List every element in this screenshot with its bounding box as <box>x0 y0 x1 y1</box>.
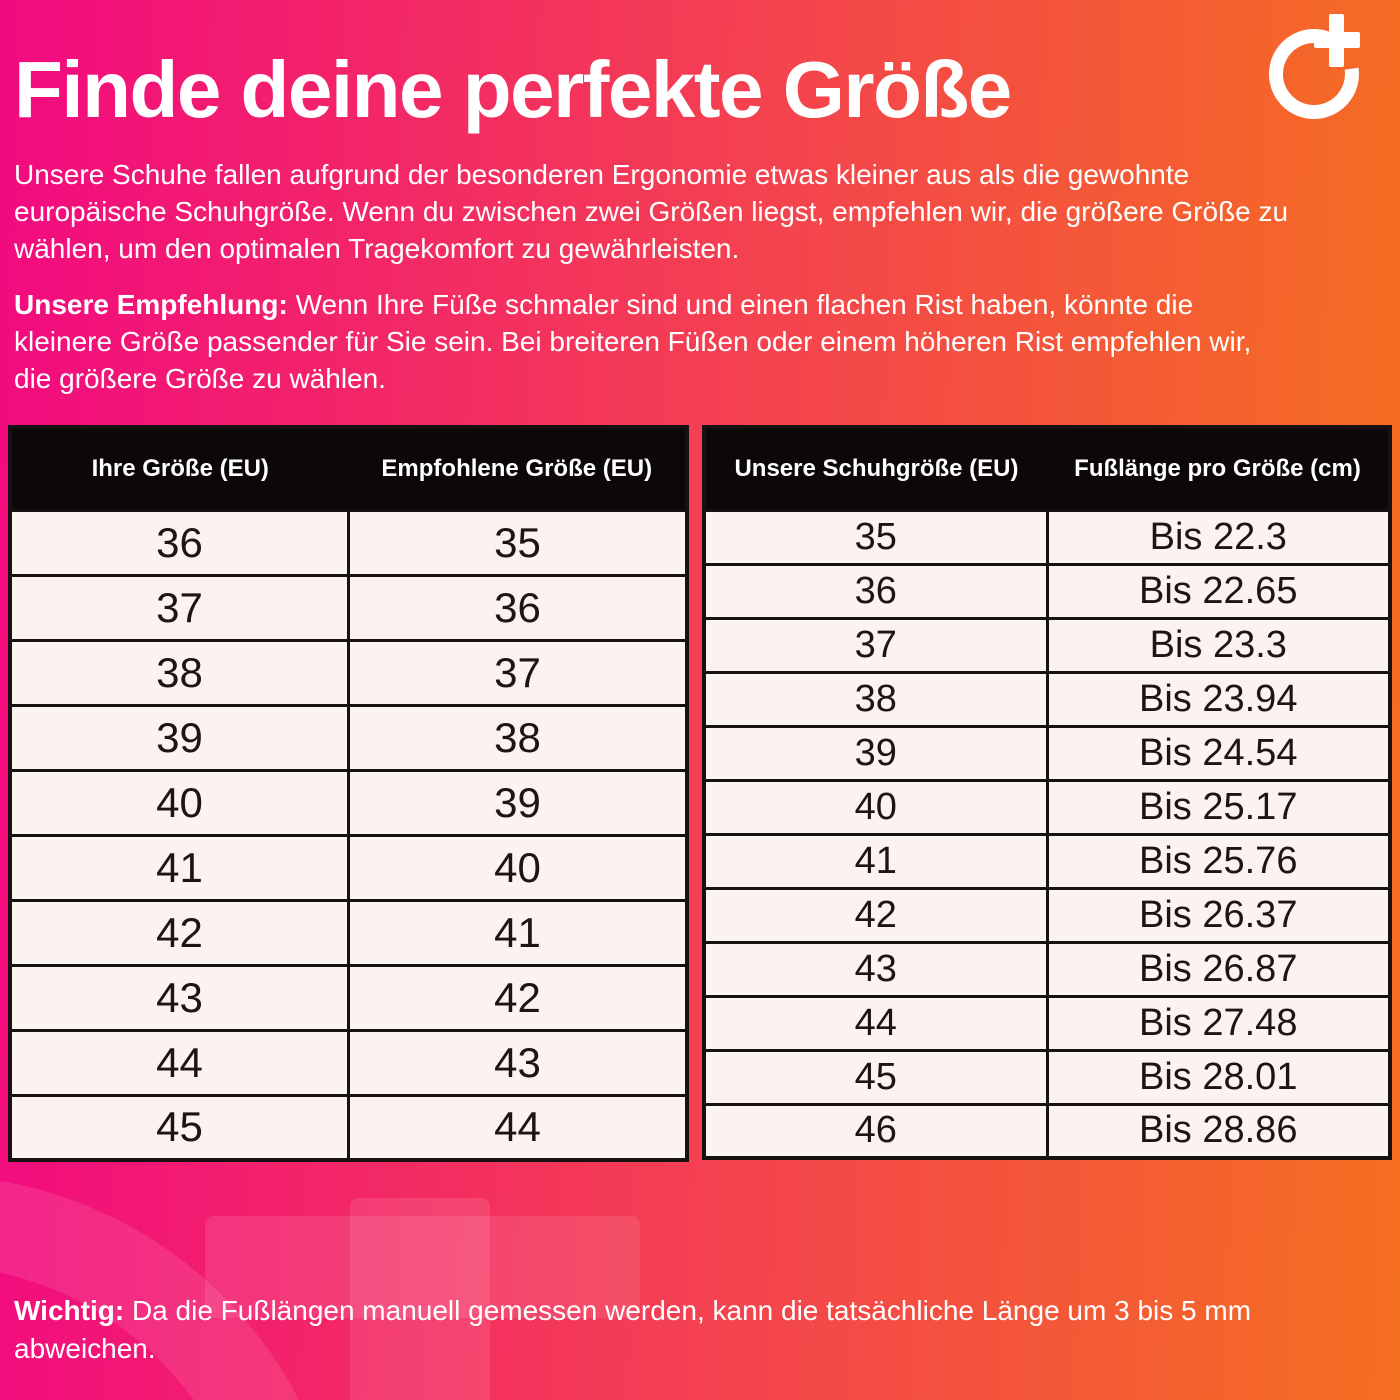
table-cell: Bis 23.94 <box>1045 670 1392 728</box>
table-cell: 43 <box>8 963 350 1032</box>
table-cell: 45 <box>702 1048 1049 1106</box>
page-title: Finde deine perfekte Größe <box>14 45 1012 134</box>
table-cell: 35 <box>702 508 1049 566</box>
table-row: 35 Bis 22.3 <box>702 508 1392 566</box>
table-row: 36 Bis 22.65 <box>702 562 1392 620</box>
table-row: 40 39 <box>8 768 689 837</box>
table-cell: 35 <box>347 508 689 577</box>
table-cell: 43 <box>347 1028 689 1097</box>
table-cell: Bis 24.54 <box>1045 724 1392 782</box>
table-row: 41 Bis 25.76 <box>702 832 1392 890</box>
size-conversion-table-body: 36 35 37 36 38 37 39 38 40 39 41 40 42 41 43 42 44 43 45 44 <box>8 508 689 1162</box>
table-cell: 36 <box>8 508 350 577</box>
column-header-recommended-size: Empfohlene Größe (EU) <box>348 427 687 510</box>
table-cell: 40 <box>347 833 689 902</box>
column-header-your-size: Ihre Größe (EU) <box>10 427 349 510</box>
table-header-row: Unsere Schuhgröße (EU) Fußlänge pro Größ… <box>704 427 1390 510</box>
table-cell: Bis 26.37 <box>1045 886 1392 944</box>
intro-paragraph: Unsere Schuhe fallen aufgrund der besond… <box>14 159 1289 264</box>
table-cell: 40 <box>8 768 350 837</box>
table-cell: Bis 28.86 <box>1045 1102 1392 1160</box>
table-row: 36 35 <box>8 508 689 577</box>
table-row: 42 Bis 26.37 <box>702 886 1392 944</box>
table-cell: 37 <box>702 616 1049 674</box>
table-cell: Bis 27.48 <box>1045 994 1392 1052</box>
table-cell: 42 <box>8 898 350 967</box>
table-cell: 40 <box>702 778 1049 836</box>
size-conversion-table-header: Ihre Größe (EU) Empfohlene Größe (EU) <box>10 427 687 510</box>
table-cell: Bis 22.65 <box>1045 562 1392 620</box>
footer-note-text: Da die Fußlängen manuell gemessen werden… <box>14 1295 1252 1364</box>
table-cell: 36 <box>702 562 1049 620</box>
table-cell: 41 <box>347 898 689 967</box>
foot-length-table-header: Unsere Schuhgröße (EU) Fußlänge pro Größ… <box>704 427 1390 510</box>
table-cell: 39 <box>8 703 350 772</box>
footer-note-label: Wichtig: <box>14 1295 125 1326</box>
table-cell: 43 <box>702 940 1049 998</box>
table-row: 45 44 <box>8 1093 689 1162</box>
table-row: 38 Bis 23.94 <box>702 670 1392 728</box>
table-cell: 44 <box>8 1028 350 1097</box>
table-cell: Bis 25.76 <box>1045 832 1392 890</box>
table-cell: 39 <box>347 768 689 837</box>
table-cell: 37 <box>8 573 350 642</box>
table-cell: 44 <box>702 994 1049 1052</box>
recommendation-label: Unsere Empfehlung: <box>14 289 288 320</box>
recommendation-text: Wenn Ihre Füße schmaler sind und einen f… <box>14 289 1252 394</box>
foot-length-table-body: 35 Bis 22.3 36 Bis 22.65 37 Bis 23.3 38 Bis 23.… <box>702 508 1392 1160</box>
footer-note: Wichtig: Da die Fußlängen manuell gemess… <box>14 1292 1314 1368</box>
table-row: 39 38 <box>8 703 689 772</box>
table-row: 42 41 <box>8 898 689 967</box>
table-row: 37 36 <box>8 573 689 642</box>
table-row: 44 Bis 27.48 <box>702 994 1392 1052</box>
table-cell: 41 <box>702 832 1049 890</box>
table-row: 40 Bis 25.17 <box>702 778 1392 836</box>
table-cell: 41 <box>8 833 350 902</box>
table-cell: Bis 28.01 <box>1045 1048 1392 1106</box>
table-cell: 38 <box>702 670 1049 728</box>
table-row: 38 37 <box>8 638 689 707</box>
table-row: 43 42 <box>8 963 689 1032</box>
table-cell: 45 <box>8 1093 350 1162</box>
foot-length-table: Unsere Schuhgröße (EU) Fußlänge pro Größ… <box>702 425 1392 1160</box>
table-row: 39 Bis 24.54 <box>702 724 1392 782</box>
table-row: 46 Bis 28.86 <box>702 1102 1392 1160</box>
table-header-row: Ihre Größe (EU) Empfohlene Größe (EU) <box>10 427 687 510</box>
table-row: 37 Bis 23.3 <box>702 616 1392 674</box>
table-cell: 38 <box>8 638 350 707</box>
brand-circle-plus-logo-icon <box>1268 14 1360 119</box>
table-cell: 42 <box>347 963 689 1032</box>
table-cell: 42 <box>702 886 1049 944</box>
table-row: 44 43 <box>8 1028 689 1097</box>
table-cell: 38 <box>347 703 689 772</box>
table-cell: Bis 26.87 <box>1045 940 1392 998</box>
table-row: 41 40 <box>8 833 689 902</box>
table-cell: 46 <box>702 1102 1049 1160</box>
column-header-shoe-size: Unsere Schuhgröße (EU) <box>704 427 1047 510</box>
recommendation-paragraph: Unsere Empfehlung: Wenn Ihre Füße schmal… <box>14 286 1294 397</box>
table-cell: Bis 23.3 <box>1045 616 1392 674</box>
size-conversion-table: Ihre Größe (EU) Empfohlene Größe (EU) 36… <box>8 425 689 1162</box>
column-header-foot-length: Fußlänge pro Größe (cm) <box>1047 427 1390 510</box>
table-row: 45 Bis 28.01 <box>702 1048 1392 1106</box>
table-cell: Bis 25.17 <box>1045 778 1392 836</box>
table-cell: 37 <box>347 638 689 707</box>
table-cell: 44 <box>347 1093 689 1162</box>
table-cell: 39 <box>702 724 1049 782</box>
table-cell: Bis 22.3 <box>1045 508 1392 566</box>
table-row: 43 Bis 26.87 <box>702 940 1392 998</box>
table-cell: 36 <box>347 573 689 642</box>
